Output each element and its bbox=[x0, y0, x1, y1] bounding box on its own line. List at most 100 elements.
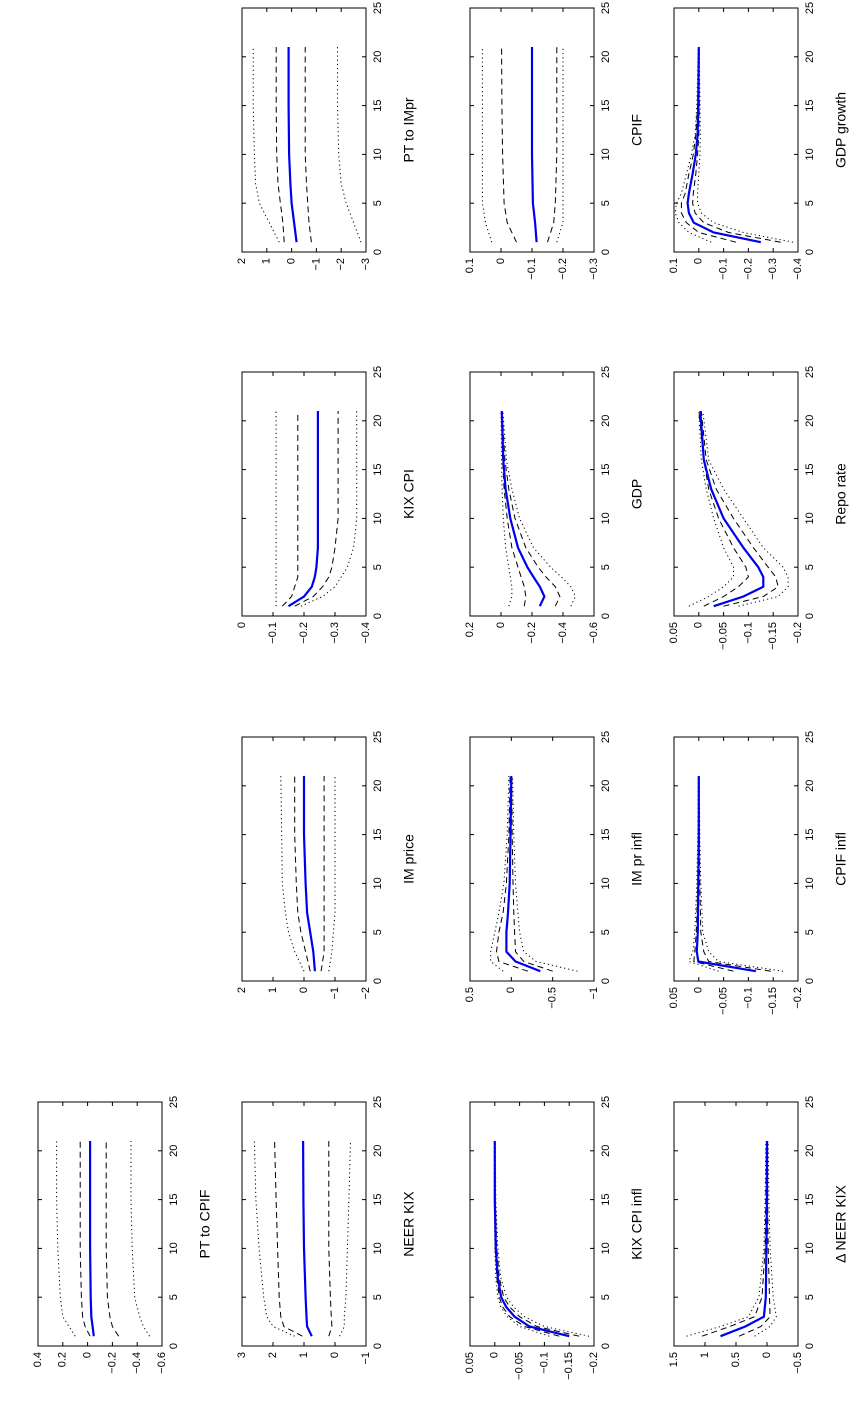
y-tick-label: −0.4 bbox=[792, 258, 804, 280]
panel-5: 0 5 10 15 20 25 −1 −0.5 0 0.5 IM pr infl bbox=[464, 731, 645, 1009]
y-tick-label: −1 bbox=[310, 258, 322, 271]
panel-title: NEER KIX bbox=[401, 1191, 417, 1257]
y-tick-label: −0.05 bbox=[514, 1352, 526, 1380]
y-tick-label: −0.1 bbox=[267, 622, 279, 644]
y-tick-label: −1 bbox=[329, 987, 341, 1000]
x-tick-label: 5 bbox=[804, 200, 816, 206]
series-line-outer-lower bbox=[300, 411, 358, 607]
y-tick-label: −0.4 bbox=[557, 622, 569, 644]
panel-title: Repo rate bbox=[833, 463, 849, 525]
series-line-median bbox=[287, 47, 298, 243]
y-tick-label: 0 bbox=[298, 987, 310, 993]
series-line-inner-lower bbox=[105, 1141, 120, 1337]
x-tick-label: 0 bbox=[804, 249, 816, 255]
series-line-median bbox=[493, 1141, 570, 1338]
series-line-median bbox=[505, 775, 541, 973]
y-tick-label: −0.2 bbox=[557, 258, 569, 280]
y-tick-label: 3 bbox=[236, 1352, 248, 1358]
x-tick-label: 10 bbox=[600, 148, 612, 160]
series-line-median bbox=[686, 46, 762, 244]
y-tick-label: −2 bbox=[335, 258, 347, 271]
series-line-inner-upper bbox=[79, 1141, 91, 1337]
x-tick-label: 20 bbox=[372, 1145, 384, 1157]
panel-2: 0 5 10 15 20 25 −0.2 −0.15 −0.1 −0.05 0 0.05 Repo ra… bbox=[668, 366, 849, 650]
series-line-outer-lower bbox=[328, 776, 336, 972]
panel-title: CPIF bbox=[629, 114, 645, 146]
plot-frame bbox=[241, 7, 367, 253]
plot-frame bbox=[469, 736, 595, 982]
y-tick-label: −1 bbox=[588, 987, 600, 1000]
x-tick-label: 5 bbox=[600, 200, 612, 206]
panel-title: IM pr infl bbox=[629, 832, 645, 886]
x-tick-label: 0 bbox=[804, 1343, 816, 1349]
x-tick-label: 25 bbox=[372, 2, 384, 14]
x-tick-label: 5 bbox=[372, 200, 384, 206]
series-line-median bbox=[530, 47, 538, 243]
x-tick-label: 25 bbox=[804, 2, 816, 14]
y-tick-label: −0.15 bbox=[767, 987, 779, 1015]
y-tick-label: −0.15 bbox=[563, 1352, 575, 1380]
panel-title: KIX CPI infl bbox=[629, 1188, 645, 1260]
x-tick-label: 20 bbox=[600, 51, 612, 63]
x-tick-label: 15 bbox=[372, 1193, 384, 1205]
y-tick-label: −0.2 bbox=[106, 1352, 118, 1374]
x-tick-label: 0 bbox=[600, 249, 612, 255]
x-tick-label: 10 bbox=[600, 877, 612, 889]
y-tick-label: −2 bbox=[360, 987, 372, 1000]
series-line-inner-upper bbox=[495, 775, 529, 972]
panel-6: 0 5 10 15 20 25 −0.6 −0.4 −0.2 0 0.2 GDP bbox=[464, 366, 645, 644]
series-line-inner-upper bbox=[494, 1141, 560, 1337]
x-tick-label: 5 bbox=[168, 1294, 180, 1300]
y-tick-label: 0 bbox=[489, 1352, 501, 1358]
plot-frame bbox=[37, 1101, 163, 1347]
x-tick-label: 20 bbox=[804, 415, 816, 427]
x-tick-label: 20 bbox=[600, 780, 612, 792]
y-tick-label: −0.2 bbox=[298, 622, 310, 644]
x-tick-label: 15 bbox=[168, 1193, 180, 1205]
series-line-inner-lower bbox=[304, 47, 312, 243]
x-tick-label: 20 bbox=[804, 1145, 816, 1157]
y-tick-label: 0.2 bbox=[57, 1352, 69, 1367]
y-tick-label: 2 bbox=[267, 1352, 279, 1358]
series-line-inner-lower bbox=[294, 411, 339, 607]
series-line-median bbox=[699, 410, 765, 608]
x-tick-label: 15 bbox=[804, 463, 816, 475]
series-line-median bbox=[302, 776, 316, 972]
x-tick-label: 10 bbox=[804, 512, 816, 524]
series-line-inner-upper bbox=[274, 1140, 303, 1337]
panel-title: GDP growth bbox=[833, 92, 849, 168]
x-tick-label: 25 bbox=[600, 2, 612, 14]
panel-title: IM price bbox=[401, 834, 417, 884]
x-tick-label: 20 bbox=[372, 780, 384, 792]
x-tick-label: 10 bbox=[600, 1242, 612, 1254]
y-tick-label: 0.5 bbox=[730, 1352, 742, 1367]
x-tick-label: 0 bbox=[804, 978, 816, 984]
series-line-inner-upper bbox=[698, 410, 749, 607]
y-tick-label: 1 bbox=[699, 1352, 711, 1358]
x-tick-label: 0 bbox=[372, 249, 384, 255]
x-tick-label: 20 bbox=[168, 1145, 180, 1157]
series-line-median bbox=[302, 1140, 313, 1337]
y-tick-label: −0.5 bbox=[792, 1352, 804, 1374]
y-tick-label: 0 bbox=[329, 1352, 341, 1358]
series-line-outer-lower bbox=[339, 1140, 351, 1337]
series-line-inner-lower bbox=[328, 1141, 333, 1337]
x-tick-label: 20 bbox=[804, 51, 816, 63]
series-line-outer-lower bbox=[697, 46, 794, 243]
series-line-outer-upper bbox=[56, 1141, 76, 1337]
series-line-inner-lower bbox=[700, 410, 779, 607]
y-tick-label: 0 bbox=[693, 258, 705, 264]
x-tick-label: 10 bbox=[600, 512, 612, 524]
panel-1: 0 5 10 15 20 25 −0.2 −0.15 −0.1 −0.05 0 0.05 CPIF in… bbox=[668, 731, 849, 1015]
series-line-outer-upper bbox=[688, 775, 719, 972]
series-line-inner-lower bbox=[501, 410, 561, 607]
series-line-median bbox=[88, 1141, 95, 1337]
y-tick-label: 0 bbox=[761, 1352, 773, 1358]
x-tick-label: 10 bbox=[372, 512, 384, 524]
panel-title: CPIF infl bbox=[833, 832, 849, 886]
panel-4: 0 5 10 15 20 25 −0.2 −0.15 −0.1 −0.05 0 0.05 KIX CPI… bbox=[464, 1096, 645, 1380]
series-line-outer-upper bbox=[674, 46, 712, 243]
y-tick-label: 0.5 bbox=[464, 987, 476, 1002]
series-line-inner-upper bbox=[501, 410, 527, 607]
